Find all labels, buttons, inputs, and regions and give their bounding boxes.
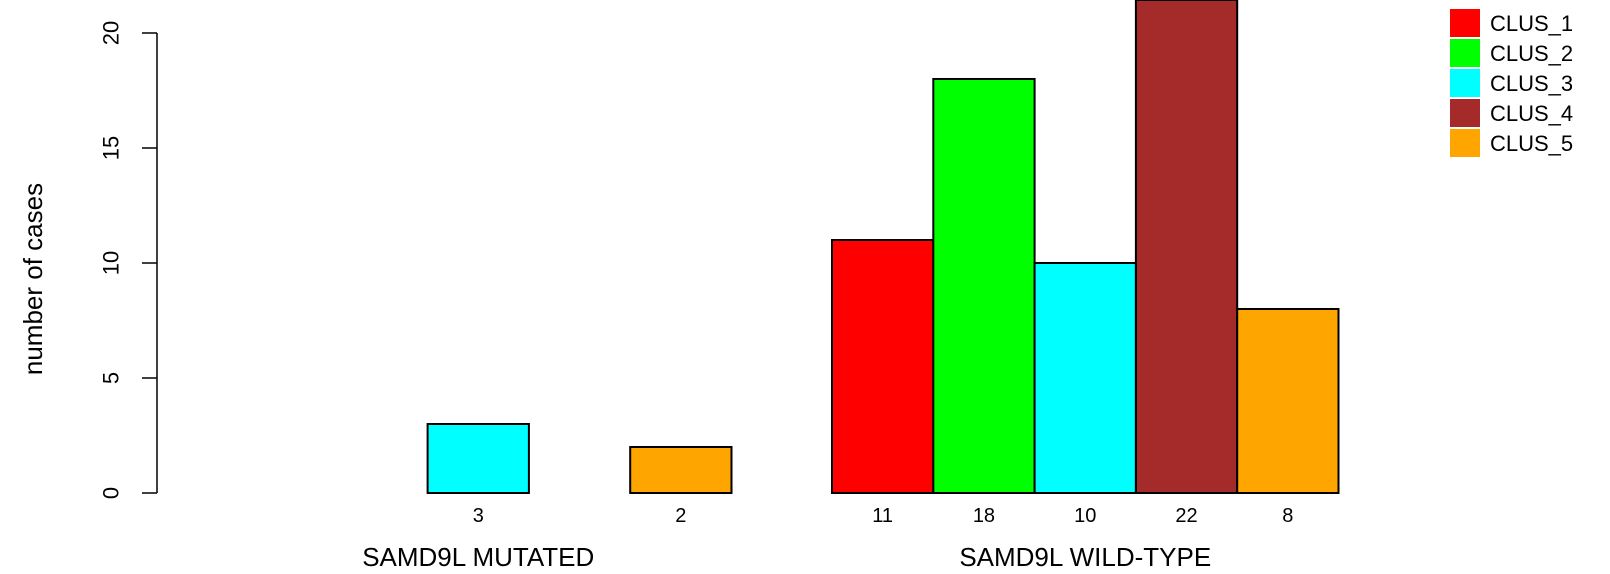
bar-count-label: 10 bbox=[1074, 505, 1096, 527]
bar-count-label: 18 bbox=[973, 505, 995, 527]
legend-label: CLUS_1 bbox=[1490, 11, 1573, 36]
legend-label: CLUS_5 bbox=[1490, 131, 1573, 156]
bar-count-label: 22 bbox=[1175, 505, 1197, 527]
bar-clus-3 bbox=[426, 423, 530, 494]
y-axis: 0 5 10 15 20 bbox=[99, 21, 158, 499]
y-tick-label: 15 bbox=[99, 136, 124, 160]
bars bbox=[426, 0, 1340, 494]
bar-count-label: 8 bbox=[1282, 505, 1293, 527]
legend: CLUS_1 CLUS_2 CLUS_3 CLUS_4 CLUS_5 bbox=[1450, 9, 1573, 157]
bar-count-label: 2 bbox=[675, 505, 686, 527]
bar-count-label: 11 bbox=[872, 505, 893, 527]
y-tick-label: 10 bbox=[99, 251, 124, 275]
legend-swatch bbox=[1450, 69, 1480, 97]
legend-swatch bbox=[1450, 129, 1480, 157]
count-labels: 3 2 11 18 10 22 8 bbox=[473, 505, 1294, 527]
bar-clus-5 bbox=[629, 446, 733, 494]
y-tick-label: 5 bbox=[99, 372, 124, 384]
bar-clus-3 bbox=[1033, 262, 1137, 494]
bar-clus-1 bbox=[831, 239, 935, 494]
legend-swatch bbox=[1450, 9, 1480, 37]
legend-swatch bbox=[1450, 39, 1480, 67]
bar-clus-5 bbox=[1236, 308, 1340, 494]
y-tick-label: 20 bbox=[99, 21, 124, 45]
legend-swatch bbox=[1450, 99, 1480, 127]
group-label: SAMD9L MUTATED bbox=[362, 542, 594, 572]
legend-label: CLUS_2 bbox=[1490, 41, 1573, 66]
legend-label: CLUS_4 bbox=[1490, 101, 1573, 126]
bar-clus-4 bbox=[1134, 0, 1239, 494]
group-labels: SAMD9L MUTATED SAMD9L WILD-TYPE bbox=[362, 542, 1211, 572]
y-tick-label: 0 bbox=[99, 487, 124, 499]
legend-label: CLUS_3 bbox=[1490, 71, 1573, 96]
y-axis-label: number of cases bbox=[18, 183, 48, 375]
bar-clus-2 bbox=[932, 78, 1036, 494]
bar-count-label: 3 bbox=[473, 505, 484, 527]
group-label: SAMD9L WILD-TYPE bbox=[959, 542, 1211, 572]
